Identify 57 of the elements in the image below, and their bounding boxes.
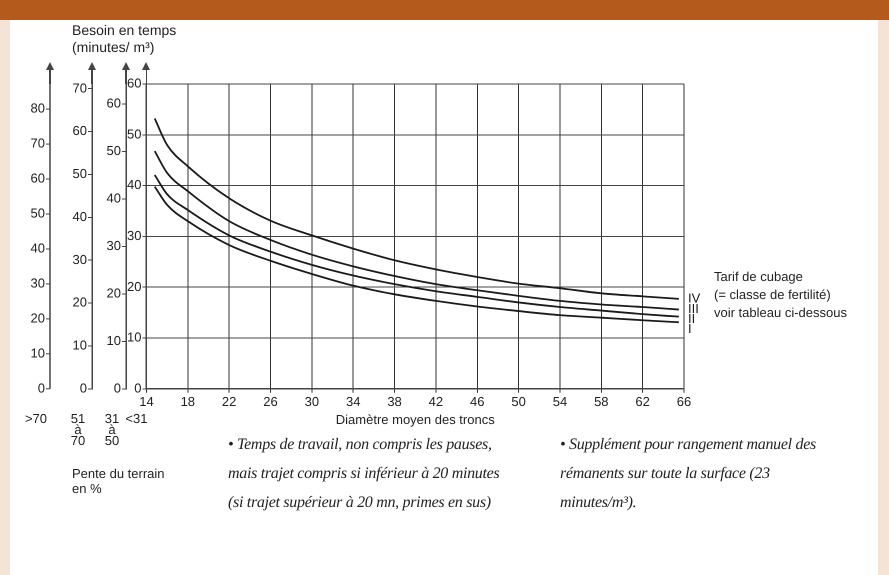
text: 0	[38, 380, 45, 396]
text: 60	[30, 170, 45, 186]
x-tick-label: 14	[139, 394, 154, 410]
x-tick-label: 34	[346, 394, 360, 410]
x-tick-label: 18	[180, 394, 196, 410]
y-tick-label: 40	[126, 177, 142, 192]
x-tick-label: 22	[222, 394, 236, 410]
y3-tick-label: 70	[72, 80, 87, 96]
x-tick-label: 66	[676, 394, 692, 410]
y2-tick-label: 10	[106, 332, 121, 348]
y-tick-label: 50	[126, 126, 142, 142]
y2-tick-label: 60	[106, 96, 121, 111]
y2-tick-label: 40	[106, 190, 121, 206]
y2-tick-label: 50	[106, 142, 121, 158]
y2-tick-label: 20	[106, 285, 121, 300]
x-tick-label: 30	[304, 394, 320, 410]
y3-tick-label: 0	[80, 380, 87, 396]
y-tick-label: 60	[126, 76, 142, 91]
text: 70	[30, 136, 45, 151]
series-label: IV	[688, 290, 701, 306]
text: • Temps de travail, non compris les pauses, mais trajet compris si inférieur à 20 minutes (si trajet supérieur à 20 mn, primes en sus)	[228, 435, 500, 513]
text: Tarif de cubage (= classe de fertilité) voir tableau ci-dessous	[714, 268, 848, 322]
text: <31	[125, 410, 148, 426]
y3-tick-label: 20	[72, 294, 87, 310]
x-tick-label: 26	[263, 394, 278, 410]
text: 10	[30, 345, 45, 360]
y3-tick-label: 10	[72, 338, 87, 353]
x-tick-label: 42	[428, 394, 444, 410]
x-tick-label: 58	[594, 394, 609, 410]
y-axis-title: Besoin en temps (minutes/ m³)	[72, 22, 178, 56]
x-tick-label: 46	[470, 394, 484, 410]
text: Pente du terrain en %	[72, 466, 166, 496]
text: • Supplément pour rangement manuel des rémanents sur toute la surface (23 minutes/m³).	[560, 435, 817, 513]
y-tick-label: 0	[134, 380, 142, 396]
text: 50	[30, 206, 45, 221]
y-tick-label: 30	[126, 228, 142, 243]
text: >70	[24, 410, 48, 426]
y2-tick-label: 0	[114, 380, 121, 396]
x-tick-label: 50	[511, 394, 526, 410]
y2-axis-title: 31 à 50	[104, 410, 120, 448]
y3-tick-label: 50	[72, 166, 87, 182]
y3-axis-title: 51 à 70	[70, 410, 86, 448]
x-tick-label: 62	[635, 394, 650, 410]
y3-tick-label: 30	[72, 252, 87, 267]
x-tick-label: 54	[552, 394, 568, 410]
x-axis-title: Diamètre moyen des troncs	[336, 412, 496, 427]
text: 80	[30, 100, 45, 116]
text: 20	[30, 310, 45, 326]
y3-tick-label: 60	[72, 123, 87, 138]
text: 30	[30, 275, 45, 290]
x-tick-label: 38	[387, 394, 402, 410]
y-tick-label: 10	[126, 330, 142, 345]
y2-tick-label: 30	[106, 238, 121, 253]
text: 40	[30, 240, 45, 256]
y3-tick-label: 40	[72, 208, 87, 224]
series-label: I	[688, 321, 692, 336]
y-tick-label: 20	[126, 278, 142, 294]
